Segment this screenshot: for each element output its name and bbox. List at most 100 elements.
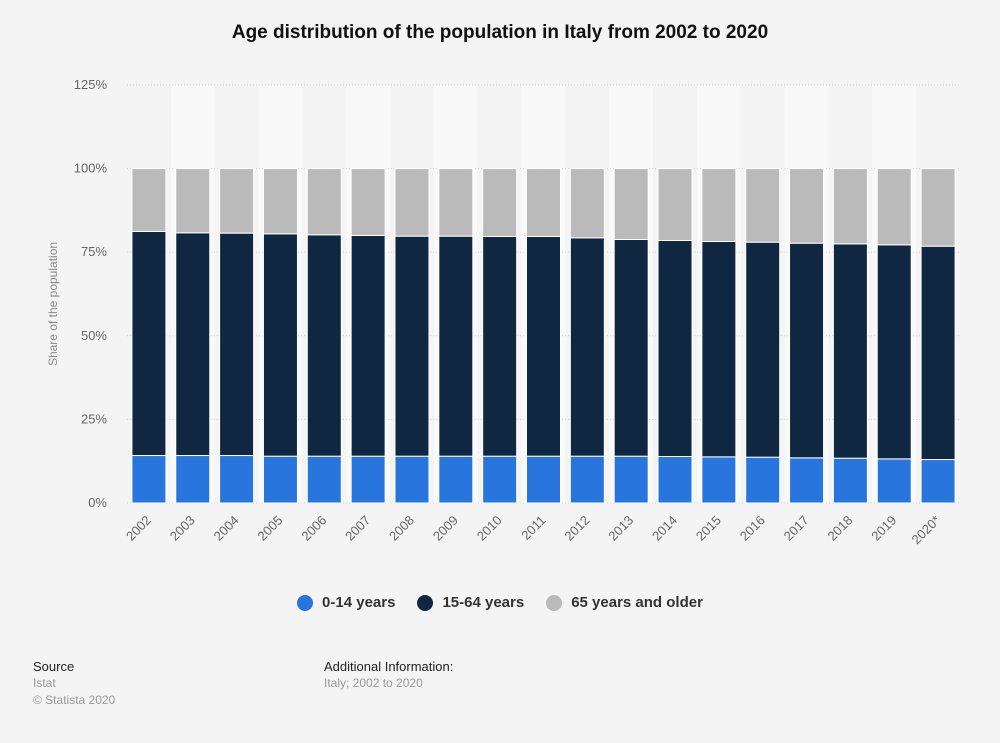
x-tick-label: 2008 <box>386 513 417 544</box>
x-tick-label: 2013 <box>605 513 636 544</box>
x-tick-label: 2019 <box>868 513 899 544</box>
bar-age-65-plus <box>394 168 430 237</box>
bar-age-15-64 <box>306 234 342 457</box>
x-tick-label: 2003 <box>167 513 198 544</box>
bar-age-0-14 <box>394 455 430 504</box>
y-tick-label: 25% <box>81 411 107 426</box>
legend-item-15-64[interactable]: 15-64 years <box>417 594 524 611</box>
additional-info-text: Italy; 2002 to 2020 <box>324 676 423 690</box>
x-tick-label: 2004 <box>211 513 242 544</box>
bar-age-15-64 <box>569 237 605 457</box>
x-tick-label: 2018 <box>824 513 855 544</box>
bar-age-15-64 <box>701 240 737 458</box>
additional-info-block: Additional Information: Italy; 2002 to 2… <box>324 658 453 692</box>
bar-age-15-64 <box>175 232 211 457</box>
bar-age-15-64 <box>832 243 868 459</box>
bar-age-65-plus <box>175 168 211 234</box>
bar-age-15-64 <box>131 230 167 457</box>
x-tick-label: 2009 <box>430 513 461 544</box>
bar-age-15-64 <box>350 234 386 457</box>
bar-age-65-plus <box>262 168 298 235</box>
bar-age-65-plus <box>438 168 474 237</box>
legend-label-0-14: 0-14 years <box>322 594 396 611</box>
x-tick-label: 2020* <box>909 513 944 548</box>
bar-age-15-64 <box>613 238 649 457</box>
bar-age-0-14 <box>131 455 167 504</box>
y-tick-label: 0% <box>88 495 107 510</box>
bar-age-65-plus <box>920 168 956 247</box>
bar-age-0-14 <box>569 455 605 504</box>
bar-age-65-plus <box>306 168 342 236</box>
bar-age-0-14 <box>701 456 737 504</box>
bar-age-65-plus <box>789 168 825 244</box>
bar-age-65-plus <box>745 168 781 243</box>
bar-age-15-64 <box>920 245 956 461</box>
bar-age-65-plus <box>131 168 167 232</box>
x-tick-label: 2006 <box>298 513 329 544</box>
x-tick-label: 2005 <box>255 513 286 544</box>
bar-age-0-14 <box>262 455 298 504</box>
source-heading: Source <box>33 659 75 674</box>
bar-age-15-64 <box>526 235 561 457</box>
bar-age-0-14 <box>920 459 956 504</box>
legend-label-15-64: 15-64 years <box>442 594 525 611</box>
bar-age-0-14 <box>306 455 342 504</box>
bar-age-0-14 <box>482 455 518 504</box>
bar-age-15-64 <box>482 235 518 457</box>
x-tick-label: 2002 <box>123 513 154 544</box>
bar-age-0-14 <box>876 458 912 504</box>
y-tick-label: 75% <box>81 244 107 259</box>
x-tick-label: 2010 <box>474 513 505 544</box>
chart-plot: 0% 25% 50% 75% 100% 125% Share of the populati… <box>46 77 960 548</box>
bar-age-15-64 <box>394 235 430 457</box>
legend-label-65-plus: 65 years and older <box>571 594 703 611</box>
x-tick-label: 2011 <box>518 513 548 543</box>
source-block: Source Istat © Statista 2020 <box>33 658 115 709</box>
source-name[interactable]: Istat <box>33 676 56 690</box>
legend: 0-14 years 15-64 years 65 years and olde… <box>0 594 1000 611</box>
bar-age-0-14 <box>613 455 649 504</box>
bar-age-65-plus <box>876 168 912 246</box>
x-tick-label: 2012 <box>561 513 592 544</box>
bar-age-15-64 <box>219 232 255 457</box>
bar-age-0-14 <box>789 457 825 504</box>
bar-age-0-14 <box>219 455 255 504</box>
x-tick-label: 2017 <box>781 513 812 544</box>
bar-age-15-64 <box>789 242 825 459</box>
chart-title: Age distribution of the population in It… <box>231 22 769 43</box>
y-tick-label: 100% <box>74 161 108 176</box>
bar-age-15-64 <box>876 244 912 460</box>
bar-age-65-plus <box>219 168 255 234</box>
y-tick-label: 50% <box>81 328 107 343</box>
bar-age-65-plus <box>832 168 868 245</box>
bar-age-65-plus <box>526 168 561 237</box>
bar-age-65-plus <box>657 168 693 241</box>
bar-age-15-64 <box>262 233 298 457</box>
y-axis-title: Share of the population <box>46 242 60 366</box>
legend-item-0-14[interactable]: 0-14 years <box>297 594 395 611</box>
copyright[interactable]: © Statista 2020 <box>33 693 116 707</box>
legend-swatch-65-plus <box>546 594 563 611</box>
bar-age-65-plus <box>701 168 737 242</box>
y-tick-label: 125% <box>74 77 108 92</box>
bar-age-0-14 <box>438 455 474 504</box>
bar-age-65-plus <box>569 168 605 239</box>
legend-swatch-0-14 <box>297 594 314 611</box>
x-tick-label: 2016 <box>737 513 768 544</box>
bar-age-0-14 <box>526 455 561 504</box>
legend-swatch-15-64 <box>417 594 434 611</box>
bar-age-65-plus <box>613 168 649 240</box>
x-tick-label: 2007 <box>342 513 373 544</box>
bar-age-15-64 <box>657 239 693 458</box>
bar-age-0-14 <box>350 455 386 504</box>
bar-age-0-14 <box>745 456 781 504</box>
bar-age-15-64 <box>745 241 781 458</box>
additional-info-heading: Additional Information: <box>324 659 454 674</box>
legend-item-65-plus[interactable]: 65 years and older <box>546 594 703 611</box>
bar-age-15-64 <box>438 235 474 457</box>
bar-age-65-plus <box>482 168 518 237</box>
x-tick-label: 2015 <box>693 513 724 544</box>
bar-age-0-14 <box>175 455 211 504</box>
bar-age-0-14 <box>657 456 693 504</box>
x-tick-label: 2014 <box>649 513 680 544</box>
